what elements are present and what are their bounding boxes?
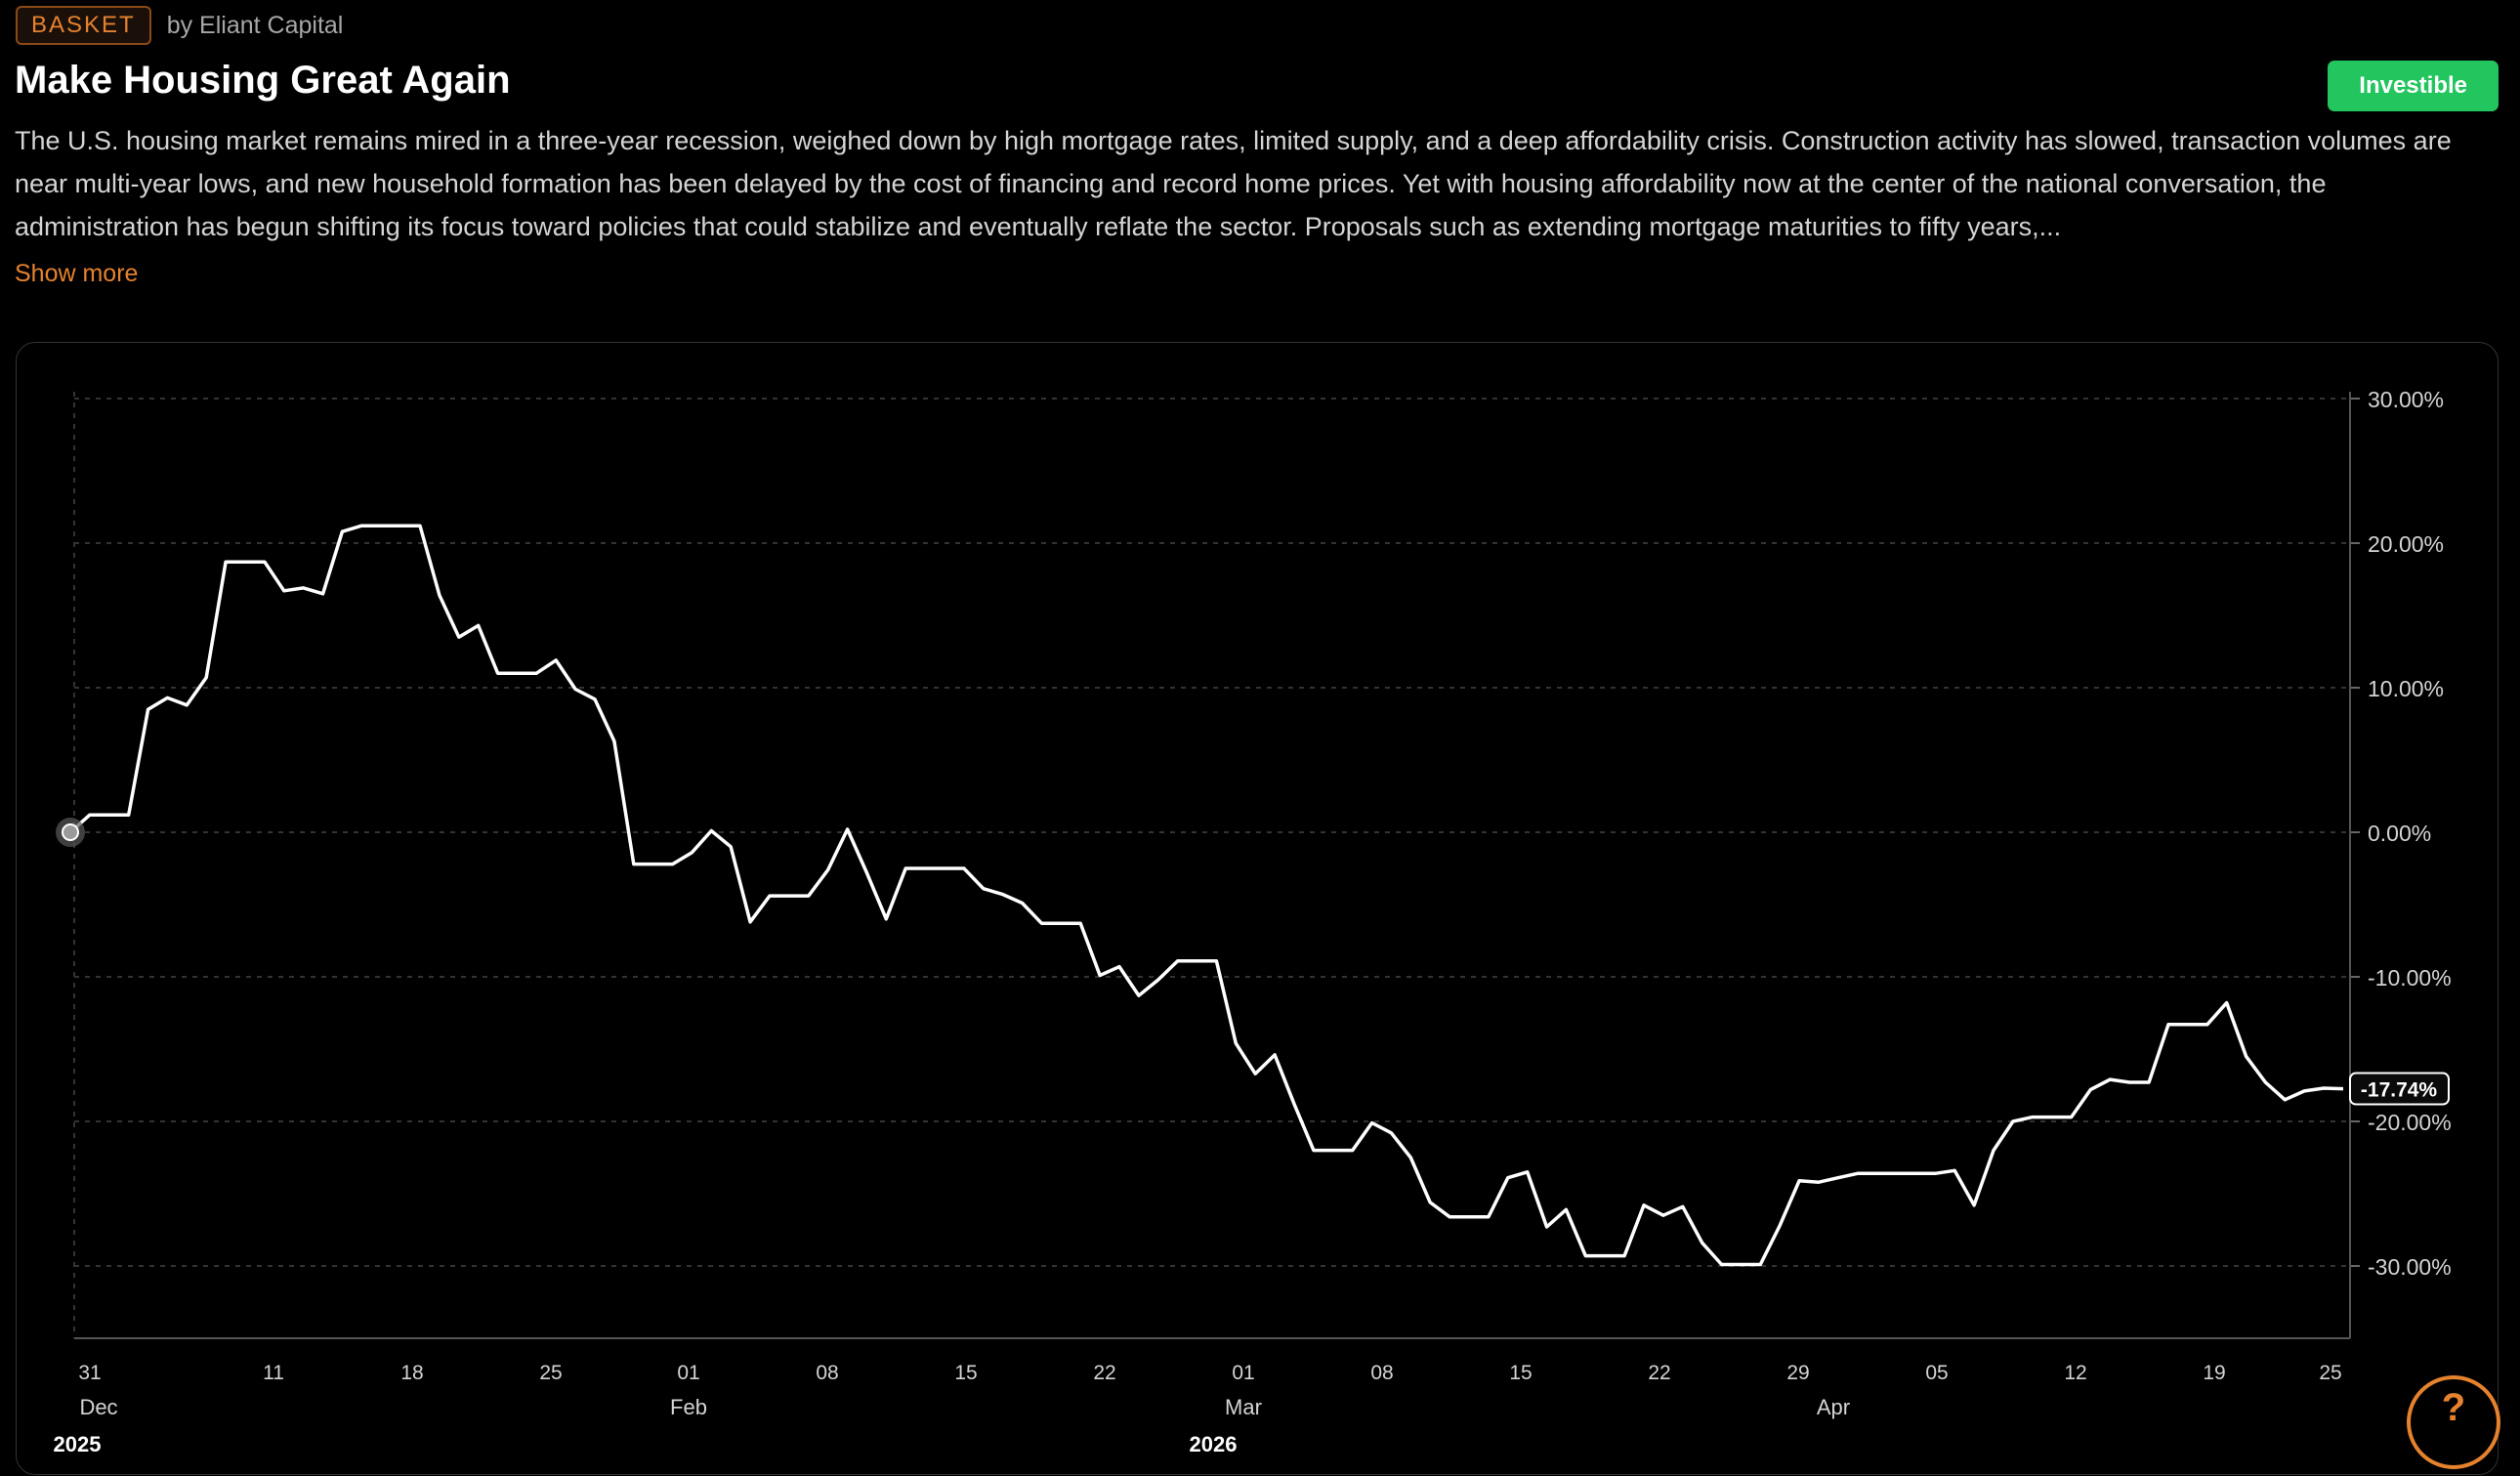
x-tick-label: 22 [1648,1362,1670,1384]
y-tick-label: -10.00% [2368,965,2452,991]
y-tick-label: 20.00% [2368,531,2444,557]
x-year-label: 2026 [1190,1432,1238,1456]
y-tick-label: 0.00% [2368,821,2431,846]
basket-badge: BASKET [16,6,151,45]
y-tick-label: 30.00% [2368,387,2444,412]
x-month-label: Apr [1817,1395,1850,1419]
y-tick-label: -30.00% [2368,1254,2452,1280]
performance-chart[interactable]: 30.00% 20.00% 10.00% 0.00% -10.00% -20.00% -30… [17,343,2499,1476]
help-button[interactable]: ? [2407,1375,2500,1469]
x-tick-label: 08 [1370,1362,1393,1384]
page-title: Make Housing Great Again [15,59,511,102]
x-tick-label: 08 [816,1362,838,1384]
x-year-label: 2025 [54,1432,102,1456]
x-tick-label: 25 [2319,1362,2341,1384]
x-tick-label: 19 [2203,1362,2225,1384]
x-month-label: Feb [670,1395,707,1419]
x-tick-label: 25 [539,1362,562,1384]
start-point-marker [62,823,79,841]
performance-line [68,524,2344,1267]
y-tick-label: -20.00% [2368,1110,2452,1135]
x-tick-label: 18 [400,1362,423,1384]
x-tick-label: 12 [2064,1362,2086,1384]
last-value-badge [2349,1072,2450,1106]
x-month-label: Dec [79,1395,117,1419]
x-tick-label: 15 [954,1362,977,1384]
x-tick-label: 31 [78,1362,101,1384]
investible-button[interactable]: Investible [2328,61,2499,111]
basket-description: The U.S. housing market remains mired in… [15,126,2452,241]
header-row: BASKET by Eliant Capital [16,6,343,45]
x-tick-label: 01 [677,1362,699,1384]
chart-card: 30.00% 20.00% 10.00% 0.00% -10.00% -20.00% -30… [16,342,2499,1475]
x-tick-label: 01 [1232,1362,1254,1384]
x-tick-label: 11 [263,1362,284,1384]
x-tick-label: 29 [1786,1362,1809,1384]
author-label: by Eliant Capital [166,11,344,39]
x-tick-label: 05 [1925,1362,1948,1384]
x-month-label: Mar [1225,1395,1262,1419]
y-tick-label: 10.00% [2368,676,2444,701]
last-value-label: -17.74% [2361,1079,2438,1102]
show-more-link[interactable]: Show more [15,260,139,287]
x-tick-label: 15 [1509,1362,1532,1384]
x-tick-label: 22 [1093,1362,1115,1384]
